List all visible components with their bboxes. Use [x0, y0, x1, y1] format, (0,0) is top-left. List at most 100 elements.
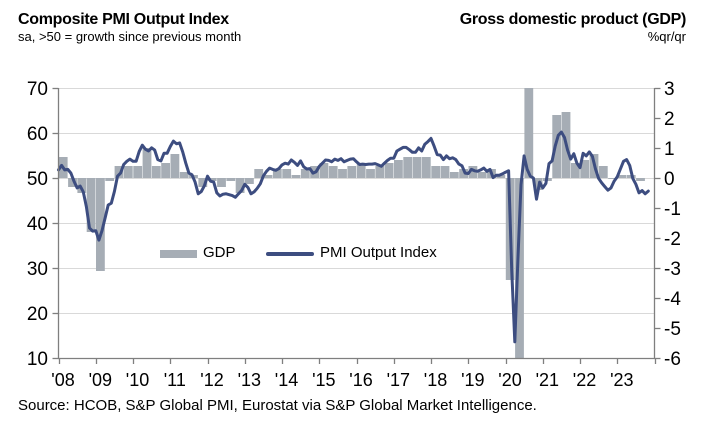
- left-axis-label: 50: [27, 169, 48, 190]
- gdp-bar: [515, 178, 524, 358]
- gdp-bar: [226, 178, 236, 181]
- gdp-bar: [412, 157, 422, 178]
- gdp-bar: [375, 166, 385, 178]
- gdp-bar: [431, 166, 441, 178]
- x-axis-label: '10: [126, 370, 149, 390]
- gdp-bar: [403, 157, 413, 178]
- gdp-bar: [524, 88, 534, 178]
- right-subtitle: %qr/qr: [647, 29, 686, 44]
- gdp-bar: [282, 169, 292, 178]
- gdp-bar: [217, 178, 226, 187]
- right-axis-label: 2: [664, 109, 675, 130]
- gdp-bar: [319, 163, 329, 178]
- gdp-bar: [142, 148, 152, 178]
- x-axis-label: '15: [312, 370, 335, 390]
- gdp-bar: [151, 166, 161, 178]
- left-title: Composite PMI Output Index: [18, 11, 229, 28]
- x-axis-label: '16: [349, 370, 372, 390]
- right-axis-label: -6: [664, 349, 681, 370]
- gdp-bar: [77, 178, 87, 193]
- x-axis-label: '23: [610, 370, 633, 390]
- x-axis-label: '13: [238, 370, 261, 390]
- gdp-bar: [338, 169, 347, 178]
- gdp-bar: [105, 178, 115, 181]
- left-axis-label: 40: [27, 214, 48, 235]
- gdp-bar: [263, 175, 273, 178]
- x-axis-label: '12: [200, 370, 223, 390]
- gdp-bar: [207, 178, 217, 181]
- gdp-bar: [570, 163, 580, 178]
- gdp-bar: [170, 154, 180, 178]
- gdp-bar: [114, 166, 124, 178]
- gdp-bar: [245, 178, 254, 184]
- x-axis-label: '19: [461, 370, 484, 390]
- gdp-bar: [133, 166, 143, 178]
- gdp-bar: [468, 166, 478, 178]
- left-axis-label: 60: [27, 124, 48, 145]
- x-axis-label: '11: [164, 370, 186, 390]
- right-title: Gross domestic product (GDP): [459, 11, 687, 28]
- left-axis-label: 70: [27, 79, 48, 100]
- x-axis-label: '09: [89, 370, 112, 390]
- x-axis-label: '21: [536, 370, 559, 390]
- gdp-bar: [552, 115, 562, 178]
- x-axis-label: '14: [275, 370, 298, 390]
- gdp-bar: [179, 172, 189, 178]
- left-subtitle: sa, >50 = growth since previous month: [18, 29, 242, 44]
- left-axis-label: 10: [27, 349, 48, 370]
- right-axis-label: 0: [664, 169, 675, 190]
- gdp-legend-label: GDP: [203, 244, 236, 261]
- gdp-bar: [300, 169, 310, 178]
- gdp-bar: [96, 178, 105, 271]
- gdp-bar: [347, 166, 357, 178]
- gdp-bar: [161, 163, 170, 178]
- x-axis-label: '22: [573, 370, 596, 390]
- gdp-bar: [384, 163, 394, 178]
- right-axis-label: -3: [664, 259, 681, 280]
- gdp-bar: [235, 178, 245, 193]
- left-axis-label: 30: [27, 259, 48, 280]
- x-axis-label: '20: [498, 370, 521, 390]
- gdp-bar: [198, 178, 208, 187]
- pmi-line-swatch-icon: [266, 252, 314, 256]
- left-axis-label: 20: [27, 304, 48, 325]
- gdp-bar: [617, 175, 627, 178]
- pmi-legend-label: PMI Output Index: [320, 244, 437, 261]
- gdp-bar: [496, 175, 506, 178]
- x-axis-label: '18: [424, 370, 447, 390]
- right-axis-label: -2: [664, 229, 681, 250]
- gdp-bar: [291, 175, 301, 178]
- right-axis-label: 3: [664, 79, 675, 100]
- gdp-bar: [366, 169, 375, 178]
- gdp-bar: [421, 157, 431, 178]
- gdp-bar: [123, 166, 133, 178]
- pmi-line: [57, 130, 650, 344]
- gdp-bar: [328, 166, 338, 178]
- right-axis-label: -1: [664, 199, 681, 220]
- gdp-bar: [254, 169, 264, 178]
- gdp-bar: [636, 178, 645, 181]
- x-axis-label: '17: [387, 370, 410, 390]
- right-axis-label: 1: [664, 139, 675, 160]
- left-title-block: Composite PMI Output Index sa, >50 = gro…: [18, 10, 241, 44]
- gdp-bar: [449, 172, 459, 178]
- gdp-bar: [459, 169, 468, 178]
- gdp-bar: [598, 166, 608, 178]
- source-note: Source: HCOB, S&P Global PMI, Eurostat v…: [18, 397, 537, 414]
- gdp-bar: [394, 160, 403, 178]
- x-axis-label: '08: [51, 370, 74, 390]
- gdp-bar: [272, 169, 282, 178]
- right-title-block: Gross domestic product (GDP) %qr/qr: [459, 10, 687, 44]
- gdp-bar: [86, 178, 96, 232]
- gdp-bar: [608, 178, 617, 179]
- gdp-bar: [356, 163, 366, 178]
- gdp-bar: [477, 172, 487, 178]
- gdp-bar-swatch-icon: [160, 250, 197, 258]
- right-axis-label: -4: [664, 289, 681, 310]
- gdp-bar: [440, 166, 450, 178]
- gdp-bar: [68, 178, 77, 187]
- gdp-bar: [580, 160, 590, 178]
- right-axis-label: -5: [664, 319, 681, 340]
